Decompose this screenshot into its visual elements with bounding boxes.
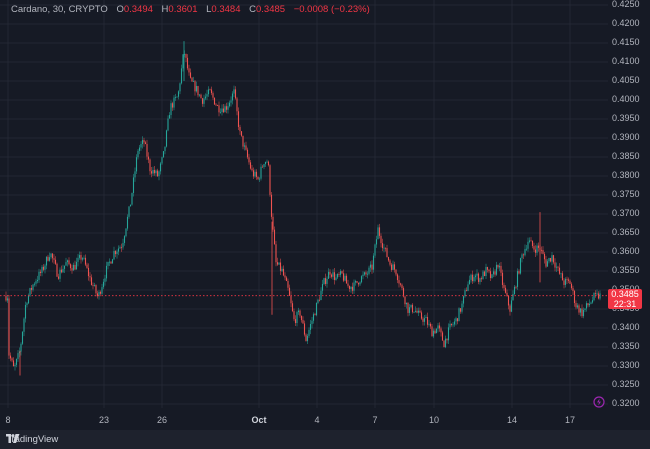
price-tick: 0.3900 bbox=[612, 132, 640, 142]
time-tick: 26 bbox=[156, 415, 168, 425]
price-tick: 0.3950 bbox=[612, 113, 640, 123]
price-tick: 0.3800 bbox=[612, 170, 640, 180]
last-price-label: 0.3485 22:31 bbox=[608, 289, 642, 309]
time-tick: 7 bbox=[372, 415, 378, 425]
price-tick: 0.4050 bbox=[612, 75, 640, 85]
price-tick: 0.3400 bbox=[612, 322, 640, 332]
price-tick: 0.3350 bbox=[612, 341, 640, 351]
time-tick: 4 bbox=[314, 415, 320, 425]
price-tick: 0.3200 bbox=[612, 398, 640, 408]
price-tick: 0.3550 bbox=[612, 265, 640, 275]
price-tick: 0.3750 bbox=[612, 189, 640, 199]
candlestick-chart[interactable] bbox=[0, 0, 608, 408]
time-tick: 17 bbox=[564, 415, 576, 425]
price-axis[interactable]: 0.4250 0.4200 0.4150 0.4100 0.4050 0.4000 0.39… bbox=[608, 0, 650, 430]
open-value: 0.3494 bbox=[123, 4, 153, 15]
price-tick: 0.4200 bbox=[612, 18, 640, 28]
price-tick: 0.4100 bbox=[612, 56, 640, 66]
chart-pane[interactable]: Cardano, 30, CRYPTO O0.3494 H0.3601 L0.3… bbox=[0, 0, 608, 408]
change-value: −0.0008 (−0.23%) bbox=[293, 4, 370, 15]
time-tick: 14 bbox=[506, 415, 518, 425]
price-tick: 0.3850 bbox=[612, 151, 640, 161]
chart-legend: Cardano, 30, CRYPTO O0.3494 H0.3601 L0.3… bbox=[11, 4, 370, 15]
footer: TradingView bbox=[0, 430, 650, 449]
price-tick: 0.4150 bbox=[612, 37, 640, 47]
price-tick: 0.3700 bbox=[612, 208, 640, 218]
low-value: 0.3484 bbox=[211, 4, 241, 15]
price-tick: 0.3650 bbox=[612, 227, 640, 237]
time-tick: 8 bbox=[5, 415, 11, 425]
tradingview-logo[interactable]: TradingView bbox=[6, 434, 59, 445]
price-tick: 0.4000 bbox=[612, 94, 640, 104]
price-tick: 0.3600 bbox=[612, 246, 640, 256]
time-tick: 10 bbox=[428, 415, 440, 425]
lightning-icon[interactable] bbox=[593, 396, 605, 408]
price-tick: 0.3300 bbox=[612, 360, 640, 370]
high-value: 0.3601 bbox=[168, 4, 198, 15]
time-tick: 23 bbox=[98, 415, 110, 425]
price-tick: 0.4250 bbox=[612, 0, 640, 9]
time-axis[interactable]: 8 23 26 Oct 4 7 10 14 17 bbox=[0, 408, 608, 430]
tradingview-icon bbox=[6, 434, 20, 443]
price-tick: 0.3250 bbox=[612, 379, 640, 389]
symbol-label: Cardano, 30, CRYPTO bbox=[11, 4, 108, 15]
time-tick: Oct bbox=[251, 415, 267, 425]
close-value: 0.3485 bbox=[256, 4, 286, 15]
